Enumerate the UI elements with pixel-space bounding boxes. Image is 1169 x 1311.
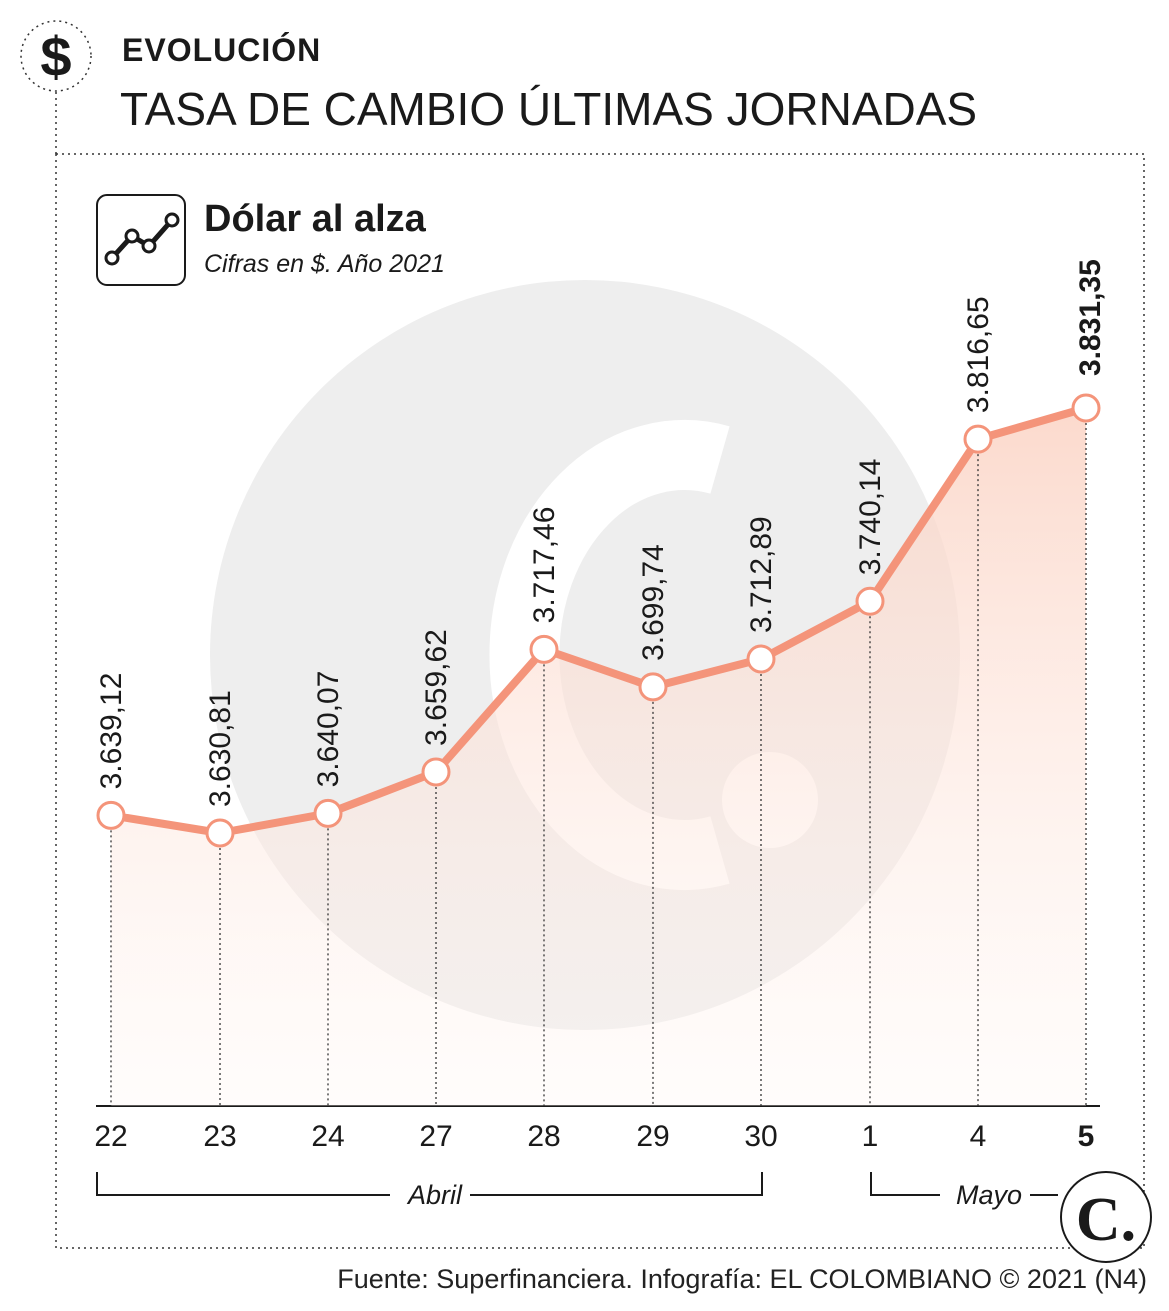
x-tick-label: 30: [744, 1120, 777, 1153]
value-label: 3.699,74: [637, 544, 670, 661]
value-label: 3.740,14: [854, 459, 887, 576]
bracket-mayo-left: [870, 1172, 940, 1196]
value-label: 3.831,35: [1074, 259, 1107, 376]
bracket-abril-right: [470, 1172, 763, 1196]
value-label: 3.816,65: [962, 296, 995, 413]
data-point: [529, 634, 559, 664]
header-title: TASA DE CAMBIO ÚLTIMAS JORNADAS: [120, 83, 978, 135]
x-tick-label: 29: [636, 1120, 669, 1153]
data-point: [96, 800, 126, 830]
el-colombiano-logo: C.: [1060, 1171, 1152, 1263]
data-point: [421, 757, 451, 787]
header-kicker: EVOLUCIÓN: [122, 32, 322, 68]
x-tick-label: 5: [1078, 1120, 1095, 1153]
value-label: 3.659,62: [420, 629, 453, 746]
x-tick-label: 28: [527, 1120, 560, 1153]
data-point: [638, 672, 668, 702]
x-tick-label: 22: [94, 1120, 127, 1153]
data-point: [746, 644, 776, 674]
data-point: [313, 798, 343, 828]
svg-text:C.: C.: [1076, 1186, 1136, 1254]
value-label: 3.630,81: [204, 690, 237, 807]
data-point: [855, 586, 885, 616]
series-line: [110, 404, 1088, 837]
x-tick-label: 23: [203, 1120, 236, 1153]
data-point: [963, 424, 993, 454]
svg-text:$: $: [40, 25, 71, 88]
x-tick-label: 24: [311, 1120, 344, 1153]
area-fill: [111, 408, 1086, 1106]
data-point: [1071, 393, 1101, 423]
value-label: 3.640,07: [312, 671, 345, 788]
value-label: 3.639,12: [95, 673, 128, 790]
value-label: 3.717,46: [528, 507, 561, 624]
trend-line-icon: [96, 194, 186, 286]
chart-subtitle: Cifras en $. Año 2021: [204, 250, 445, 278]
x-tick-label: 1: [862, 1120, 879, 1153]
month-label-mayo: Mayo: [948, 1180, 1031, 1211]
x-tick-label: 27: [419, 1120, 452, 1153]
value-label: 3.712,89: [745, 516, 778, 633]
chart-title: Dólar al alza: [204, 198, 426, 240]
source-line: Fuente: Superfinanciera. Infografía: EL …: [337, 1264, 1147, 1294]
dotted-frame: [55, 153, 1145, 1249]
data-point: [205, 818, 235, 848]
x-tick-label: 4: [970, 1120, 987, 1153]
month-label-abril: Abril: [400, 1180, 471, 1211]
dollar-icon: $: [20, 20, 92, 92]
bracket-abril-left: [96, 1172, 390, 1196]
